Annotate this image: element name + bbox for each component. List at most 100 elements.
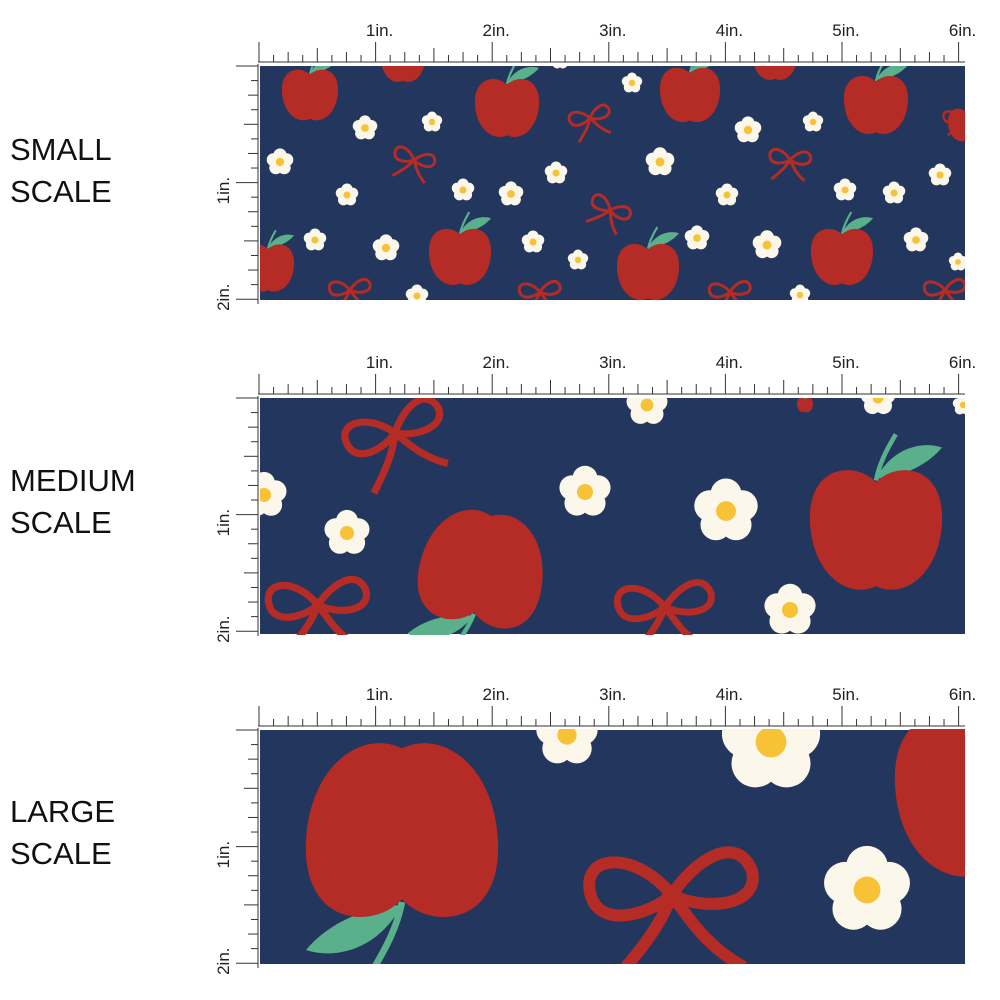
stem — [372, 901, 406, 964]
ruler-label: 2in. — [482, 353, 509, 372]
flower — [861, 398, 895, 415]
flower-center — [890, 189, 898, 197]
flower-center — [640, 398, 654, 412]
flower-center — [872, 398, 884, 404]
apple-body — [428, 228, 492, 286]
ruler-top — [258, 42, 965, 63]
flower-center — [343, 191, 351, 199]
flower-center — [912, 236, 920, 244]
scale-label: LARGE — [10, 794, 115, 829]
flower-center — [557, 729, 577, 745]
apple — [616, 226, 680, 300]
ruler-label: 3in. — [599, 21, 626, 40]
flower — [405, 284, 429, 300]
flower — [521, 230, 545, 253]
apple-body — [417, 509, 543, 629]
flower-center — [655, 157, 665, 167]
flower — [626, 398, 668, 424]
bow-knot — [388, 426, 402, 440]
bow — [707, 279, 752, 300]
ruler-label: 3in. — [599, 353, 626, 372]
apple-body — [796, 398, 814, 413]
ruler-label: 4in. — [716, 353, 743, 372]
scale-label: SCALE — [10, 836, 112, 871]
stem — [458, 211, 471, 234]
scale-label: MEDIUM — [10, 463, 136, 498]
flower-center — [782, 602, 798, 618]
apple — [381, 30, 425, 82]
flower-center — [955, 259, 961, 265]
stem — [804, 398, 807, 400]
leaf — [842, 217, 873, 233]
flower-center — [459, 186, 467, 194]
stem — [309, 66, 314, 75]
apple-body — [281, 69, 339, 121]
flower-center — [339, 525, 355, 541]
ruler-label: 2in. — [482, 685, 509, 704]
flower — [621, 72, 643, 93]
flower — [260, 471, 287, 516]
ruler-label: 4in. — [716, 685, 743, 704]
flower-center — [796, 291, 804, 299]
stem — [403, 30, 410, 45]
apple-body — [659, 67, 721, 123]
ruler-label: 2in. — [214, 947, 233, 974]
ruler-top — [258, 706, 965, 727]
bow — [327, 277, 372, 300]
stem — [688, 66, 693, 73]
bow — [768, 147, 813, 183]
ruler-label: 1in. — [214, 841, 233, 868]
stem — [505, 66, 516, 85]
leaf — [460, 217, 491, 233]
flower-center — [381, 243, 391, 253]
flower-center — [413, 292, 421, 300]
apple — [894, 729, 965, 877]
leaf — [403, 34, 425, 45]
bow-knot — [787, 157, 793, 163]
flower-center — [552, 169, 560, 177]
flower — [451, 178, 475, 201]
flower — [882, 181, 906, 204]
bow — [391, 145, 437, 185]
flower — [802, 111, 824, 132]
flower — [928, 163, 952, 186]
apple-body — [260, 244, 295, 292]
apple — [810, 211, 874, 286]
flower-center — [507, 190, 515, 198]
apple — [796, 398, 814, 413]
ruler-label: 3in. — [599, 685, 626, 704]
flower — [266, 148, 294, 175]
flower — [684, 225, 710, 250]
flower-center — [762, 240, 772, 250]
apple-body — [616, 243, 680, 300]
scale-label: SCALE — [10, 505, 112, 540]
flower-center — [529, 238, 537, 246]
ruler-label: 5in. — [832, 353, 859, 372]
flower — [645, 147, 675, 176]
apple — [260, 229, 295, 292]
leaf — [876, 66, 908, 81]
scale-label: SCALE — [10, 174, 112, 209]
apple-body — [305, 743, 499, 918]
flower-center — [574, 256, 582, 264]
scale-label: SMALL — [10, 132, 112, 167]
flower — [715, 183, 739, 206]
ruler-label: 5in. — [832, 685, 859, 704]
flower — [559, 465, 611, 516]
flower-center — [809, 118, 817, 126]
leaf — [407, 615, 474, 635]
apple — [809, 433, 943, 590]
bow-knot — [727, 289, 733, 295]
flower — [324, 509, 370, 554]
apple-body — [754, 66, 796, 80]
flower-center — [936, 171, 944, 179]
apple-body — [947, 108, 965, 142]
ruler-label: 1in. — [214, 177, 233, 204]
flower — [536, 729, 598, 764]
apple — [659, 66, 721, 123]
flower — [948, 252, 965, 271]
bow-knot — [587, 115, 593, 121]
ruler-label: 4in. — [716, 21, 743, 40]
bow-knot — [312, 599, 324, 611]
